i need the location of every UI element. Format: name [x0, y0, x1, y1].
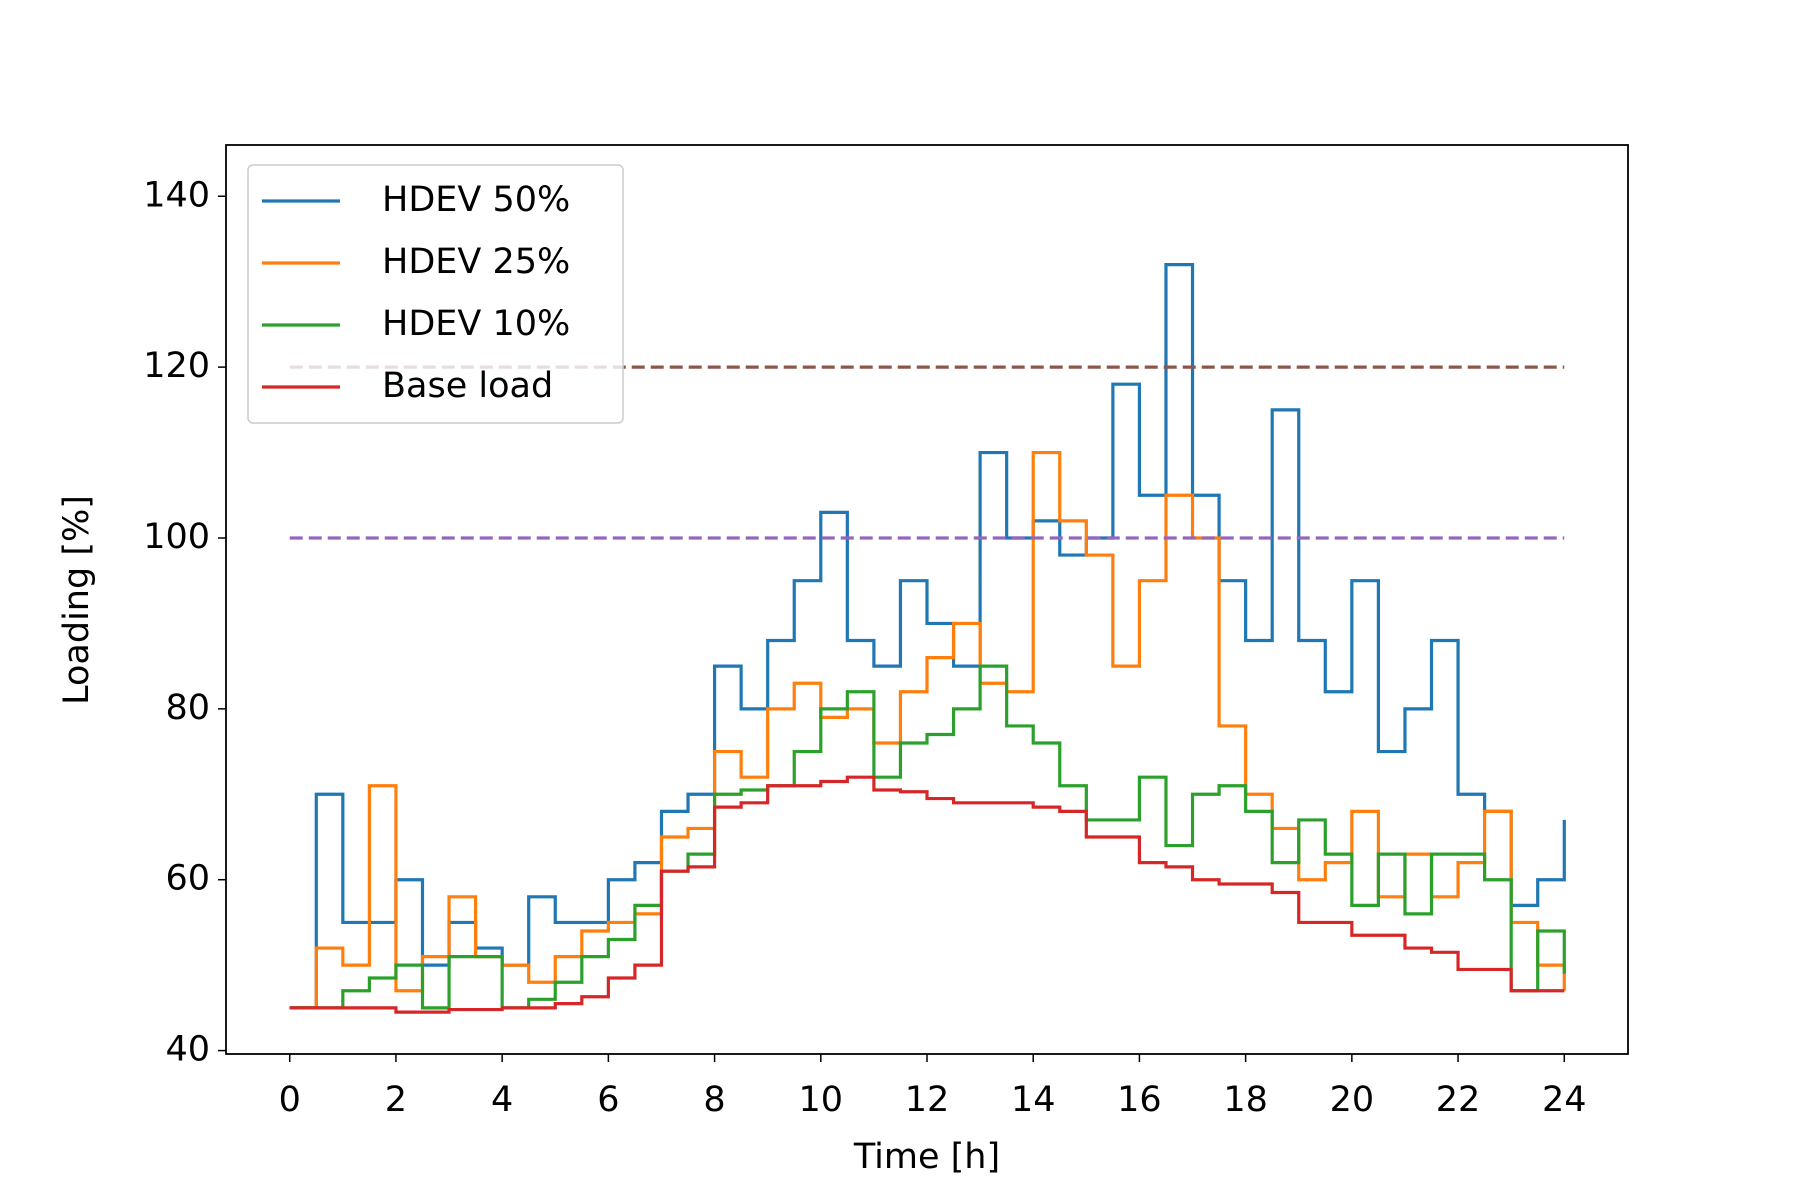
x-axis-label: Time [h]: [853, 1137, 1000, 1177]
x-tick-label: 2: [385, 1080, 407, 1120]
series-line: [289, 664, 1566, 1010]
x-tick-label: 12: [905, 1080, 950, 1120]
y-axis-label: Loading [%]: [57, 495, 97, 705]
y-tick-label: 120: [143, 346, 210, 386]
x-tick-label: 24: [1542, 1080, 1587, 1120]
x-tick-label: 20: [1330, 1080, 1375, 1120]
legend-label: Base load: [382, 366, 553, 406]
x-tick-label: 22: [1436, 1080, 1481, 1120]
x-tick-label: 10: [799, 1080, 844, 1120]
x-tick-label: 6: [597, 1080, 619, 1120]
legend-label: HDEV 25%: [382, 242, 570, 282]
plot-area: [289, 263, 1566, 1014]
axes-frame: [225, 144, 1629, 1055]
y-tick-label: 100: [143, 517, 210, 557]
legend-box: [247, 164, 624, 424]
y-tick-label: 60: [165, 859, 210, 899]
x-tick-label: 0: [279, 1080, 301, 1120]
y-tick-label: 40: [165, 1030, 210, 1070]
y-tick-label: 140: [143, 175, 210, 215]
legend-label: HDEV 10%: [382, 304, 570, 344]
legend-label: HDEV 50%: [382, 180, 570, 220]
x-tick-label: 16: [1117, 1080, 1162, 1120]
series-line: [289, 775, 1565, 1014]
y-tick-label: 80: [165, 688, 210, 728]
series-line: [289, 450, 1566, 1010]
x-tick-label: 4: [491, 1080, 513, 1120]
x-tick-label: 8: [703, 1080, 725, 1120]
x-tick-label: 14: [1011, 1080, 1056, 1120]
x-tick-label: 18: [1223, 1080, 1268, 1120]
